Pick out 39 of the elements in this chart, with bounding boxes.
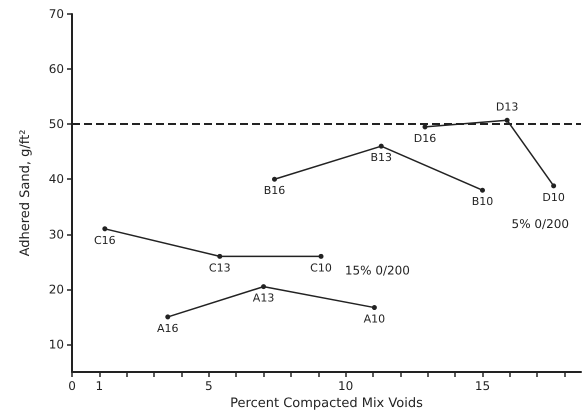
annotation: B10 xyxy=(472,195,494,208)
annotation: D16 xyxy=(414,132,436,145)
annotation: D10 xyxy=(542,190,565,204)
point xyxy=(318,254,324,259)
y-tick-label: 20 xyxy=(48,282,64,296)
y-tick-label: 10 xyxy=(48,337,64,352)
x-tick-label: 15 xyxy=(474,379,490,393)
point xyxy=(261,284,266,290)
y-tick-label: 60 xyxy=(48,62,64,76)
point xyxy=(102,226,108,232)
y-tick-label: 40 xyxy=(48,172,64,186)
x-tick-label: 10 xyxy=(338,379,354,393)
annotation: A16 xyxy=(157,322,179,335)
annotation: A13 xyxy=(252,292,274,305)
point xyxy=(480,188,485,193)
annotation: D13 xyxy=(496,100,518,114)
annotation: A10 xyxy=(364,312,386,326)
point xyxy=(217,254,222,259)
point xyxy=(372,305,377,310)
annotation: B13 xyxy=(370,151,392,164)
y-tick-label: 50 xyxy=(48,117,64,132)
annotation: C16 xyxy=(94,234,116,247)
annotation: B16 xyxy=(264,184,286,198)
y-axis-title: Adhered Sand, g/ft² xyxy=(18,130,33,256)
point xyxy=(165,314,170,320)
y-tick-label: 30 xyxy=(48,227,64,242)
point xyxy=(551,183,556,188)
point xyxy=(378,144,384,149)
annotation: C13 xyxy=(208,261,231,274)
point xyxy=(272,176,278,182)
x-axis-title: Percent Compacted Mix Voids xyxy=(230,396,424,411)
y-tick-label: 70 xyxy=(48,7,64,21)
x-tick-label: 1 xyxy=(96,379,104,393)
x-tick-label: 0 xyxy=(68,379,76,393)
annotation: 5% 0/200 xyxy=(512,217,569,232)
annotation: 15% 0/200 xyxy=(344,264,410,278)
annotation: C10 xyxy=(310,261,332,274)
x-tick-label: 5 xyxy=(205,379,213,393)
point xyxy=(504,118,510,123)
